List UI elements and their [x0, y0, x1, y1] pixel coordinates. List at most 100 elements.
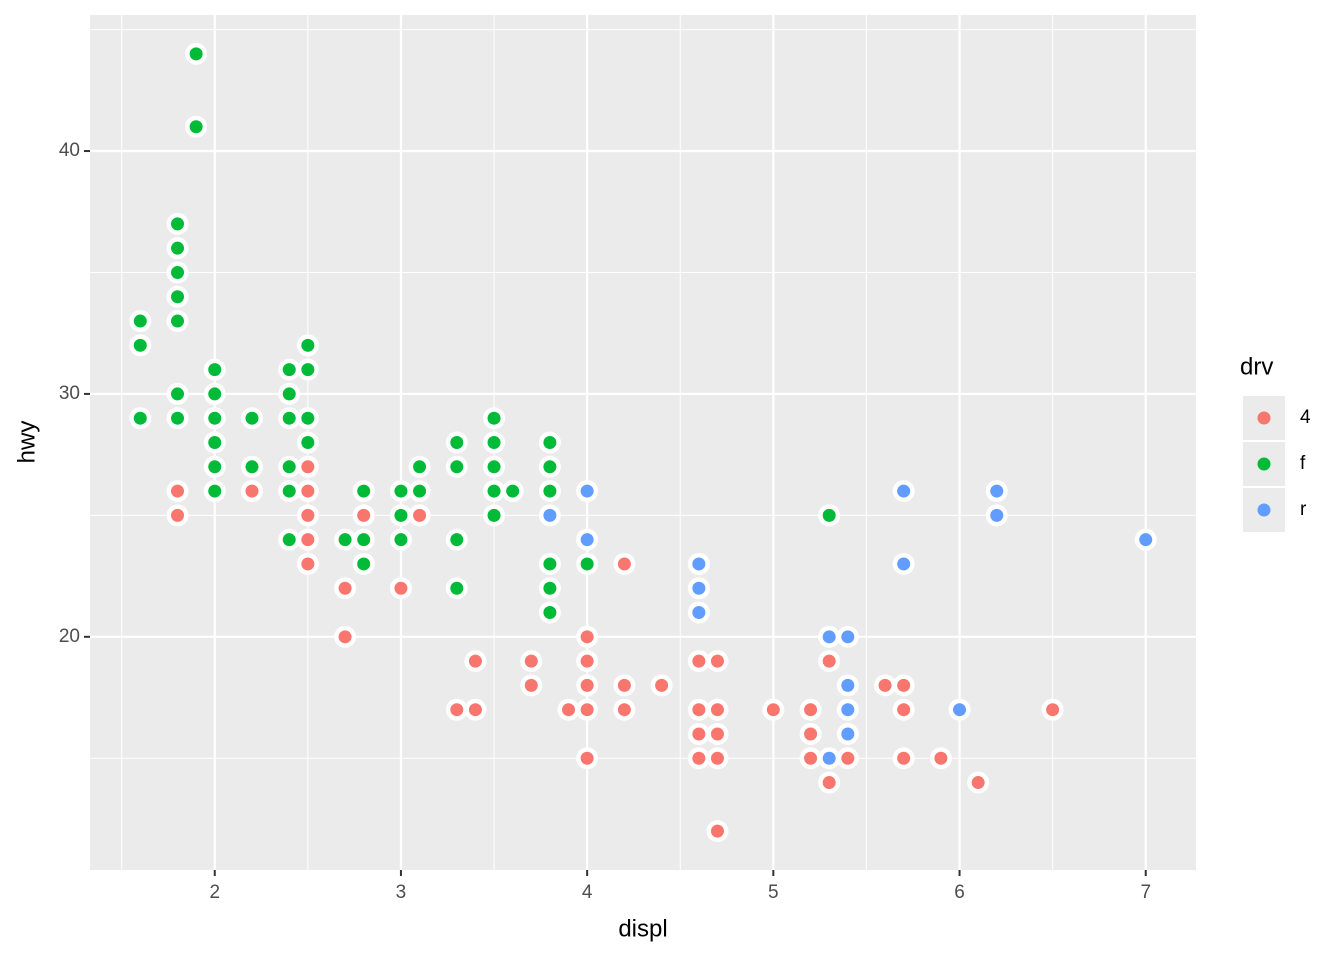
point	[133, 314, 147, 328]
point	[934, 751, 948, 765]
point	[357, 484, 371, 498]
point	[208, 484, 222, 498]
point	[804, 751, 818, 765]
point	[394, 533, 408, 547]
point	[282, 460, 296, 474]
point	[580, 533, 594, 547]
point	[897, 557, 911, 571]
point	[301, 436, 315, 449]
point	[692, 606, 706, 620]
point	[487, 411, 501, 425]
x-axis-label: displ	[618, 915, 667, 942]
point	[171, 314, 185, 328]
point	[133, 411, 147, 425]
point	[822, 630, 836, 644]
point	[208, 411, 222, 425]
y-axis-label: hwy	[13, 421, 40, 464]
point	[301, 533, 315, 547]
y-tick-label: 40	[59, 140, 80, 161]
point	[580, 557, 594, 571]
point	[804, 727, 818, 741]
point	[580, 630, 594, 644]
point	[543, 508, 557, 522]
legend-label: 4	[1300, 407, 1311, 428]
point	[710, 654, 724, 668]
point	[580, 654, 594, 668]
point	[450, 436, 464, 449]
point	[450, 703, 464, 717]
point	[133, 338, 147, 352]
point	[580, 751, 594, 765]
point	[282, 484, 296, 498]
point	[245, 484, 259, 498]
point	[450, 581, 464, 595]
point	[413, 484, 427, 498]
point	[710, 751, 724, 765]
point	[282, 363, 296, 377]
point	[710, 727, 724, 741]
point	[301, 338, 315, 352]
point	[413, 508, 427, 522]
point	[245, 460, 259, 474]
point	[617, 703, 631, 717]
point	[990, 508, 1004, 522]
point	[897, 703, 911, 717]
point	[282, 533, 296, 547]
point	[1046, 703, 1060, 717]
point	[450, 533, 464, 547]
point	[897, 484, 911, 498]
x-tick-label: 4	[582, 882, 593, 903]
point	[394, 508, 408, 522]
point	[413, 460, 427, 474]
point	[171, 387, 185, 401]
point	[394, 484, 408, 498]
point	[208, 363, 222, 377]
point	[282, 387, 296, 401]
point	[487, 508, 501, 522]
point	[171, 217, 185, 231]
point	[524, 678, 538, 692]
point	[878, 678, 892, 692]
point	[468, 654, 482, 668]
point	[543, 484, 557, 498]
point	[301, 460, 315, 474]
point	[822, 751, 836, 765]
point	[394, 581, 408, 595]
point	[171, 241, 185, 255]
legend-symbol	[1257, 503, 1271, 517]
point	[580, 703, 594, 717]
point	[506, 484, 520, 498]
point	[171, 290, 185, 304]
y-tick-label: 30	[59, 383, 80, 404]
x-tick-label: 7	[1140, 882, 1151, 903]
point	[208, 436, 222, 449]
point	[487, 460, 501, 474]
point	[171, 484, 185, 498]
point	[710, 824, 724, 838]
point	[282, 411, 296, 425]
point	[301, 363, 315, 377]
point	[822, 776, 836, 790]
point	[171, 508, 185, 522]
point	[692, 557, 706, 571]
point	[897, 751, 911, 765]
point	[692, 581, 706, 595]
point	[450, 460, 464, 474]
point	[1139, 533, 1153, 547]
x-tick-label: 5	[768, 882, 779, 903]
legend-symbol	[1257, 457, 1271, 471]
point	[655, 678, 669, 692]
point	[357, 533, 371, 547]
point	[338, 630, 352, 644]
legend-symbol	[1257, 411, 1271, 425]
point	[692, 727, 706, 741]
point	[487, 484, 501, 498]
point	[562, 703, 576, 717]
point	[822, 508, 836, 522]
point	[543, 606, 557, 620]
point	[617, 678, 631, 692]
point	[301, 557, 315, 571]
point	[208, 387, 222, 401]
point	[338, 533, 352, 547]
